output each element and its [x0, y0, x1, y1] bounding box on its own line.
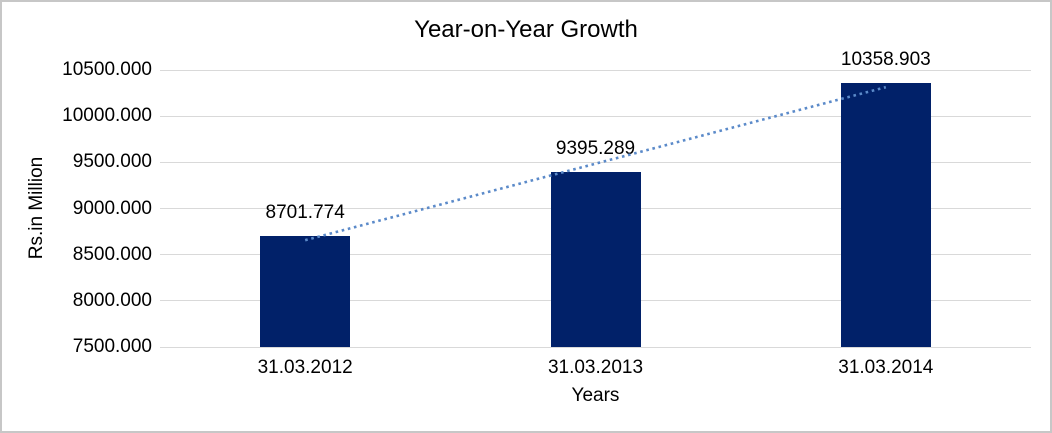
- chart-title: Year-on-Year Growth: [414, 16, 638, 43]
- x-tick-label: 31.03.2014: [838, 357, 934, 378]
- bar: [840, 83, 931, 347]
- y-tick-label: 7500.000: [72, 336, 152, 357]
- y-tick-label: 10000.000: [62, 105, 152, 127]
- x-tick-label: 31.03.2013: [547, 357, 644, 378]
- y-tick-label: 8500.000: [72, 243, 152, 265]
- bar: [260, 236, 351, 347]
- bar: [550, 172, 641, 347]
- x-tick-label: 31.03.2012: [257, 357, 353, 378]
- y-tick-label: 9500.000: [72, 151, 152, 173]
- gridline: [160, 69, 1031, 71]
- y-tick-label: 9000.000: [72, 197, 152, 219]
- y-tick-label: 8000.000: [72, 289, 152, 311]
- bar-data-label: 8701.774: [265, 202, 345, 224]
- y-tick-label: 10500.000: [62, 59, 152, 80]
- bar-data-label: 10358.903: [840, 49, 931, 71]
- x-axis-title: Years: [571, 385, 620, 406]
- bar-data-label: 9395.289: [555, 138, 636, 159]
- gridline: [160, 346, 1031, 348]
